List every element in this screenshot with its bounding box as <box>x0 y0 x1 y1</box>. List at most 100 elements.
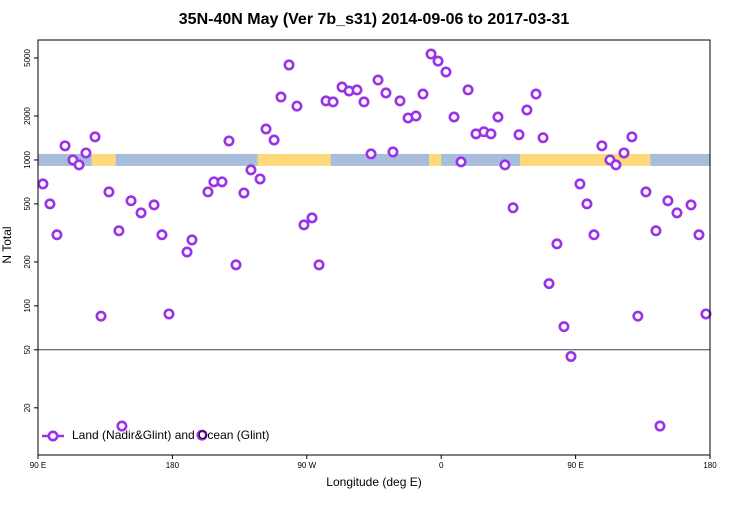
data-point <box>492 111 504 123</box>
data-point <box>596 140 608 152</box>
data-point <box>89 131 101 143</box>
data-point <box>507 202 519 214</box>
y-axis-label: N Total <box>0 226 14 263</box>
data-point <box>163 308 175 320</box>
band-segment <box>330 153 430 166</box>
data-point <box>135 207 147 219</box>
data-point <box>103 186 115 198</box>
data-point <box>513 129 525 141</box>
data-point <box>610 159 622 171</box>
data-point <box>125 195 137 207</box>
data-point <box>543 278 555 290</box>
data-point <box>410 110 422 122</box>
data-point <box>254 173 266 185</box>
data-point <box>650 225 662 237</box>
data-point <box>530 88 542 100</box>
data-point <box>440 66 452 78</box>
data-point <box>626 131 638 143</box>
data-point <box>51 229 63 241</box>
y-tick-label: 2000 <box>23 107 32 125</box>
chart-title: 35N-40N May (Ver 7b_s31) 2014-09-06 to 2… <box>179 11 570 28</box>
data-point <box>186 234 198 246</box>
data-point <box>365 148 377 160</box>
data-point <box>156 229 168 241</box>
data-point <box>245 164 257 176</box>
data-point <box>565 350 577 362</box>
data-point <box>448 111 460 123</box>
x-tick-label: 180 <box>703 461 717 470</box>
data-point <box>693 229 705 241</box>
data-point <box>372 74 384 86</box>
y-tick-label: 1000 <box>23 151 32 169</box>
data-point <box>298 219 310 231</box>
band-segment <box>650 153 710 166</box>
data-point <box>95 310 107 322</box>
y-tick-label: 500 <box>23 197 32 211</box>
y-tick-label: 100 <box>23 299 32 313</box>
band-segment <box>91 153 116 166</box>
data-point <box>37 178 49 190</box>
data-point <box>291 100 303 112</box>
data-point <box>116 420 128 432</box>
x-tick-label: 90 W <box>297 461 316 470</box>
band-segment <box>257 153 331 166</box>
data-point <box>588 229 600 241</box>
data-point <box>306 212 318 224</box>
data-point <box>685 199 697 211</box>
data-point <box>551 238 563 250</box>
x-axis-label: Longitude (deg E) <box>326 475 421 489</box>
data-point <box>455 156 467 168</box>
data-point <box>80 147 92 159</box>
data-point <box>358 96 370 108</box>
data-point <box>671 207 683 219</box>
y-tick-label: 5000 <box>23 49 32 67</box>
data-point <box>181 246 193 258</box>
data-point <box>202 186 214 198</box>
data-point <box>148 199 160 211</box>
data-point <box>313 259 325 271</box>
legend-label: Land (Nadir&Glint) and Ocean (Glint) <box>72 428 269 442</box>
data-point <box>425 48 437 60</box>
data-point <box>113 225 125 237</box>
data-point <box>521 104 533 116</box>
plot-layer: 20 50 100 200 500 1000 2000 5000 90 E 180 90 W 0 90 … <box>23 49 717 471</box>
data-point <box>260 123 272 135</box>
y-tick-label: 200 <box>23 255 32 269</box>
data-point <box>654 420 666 432</box>
data-point <box>558 321 570 333</box>
band-segment <box>520 153 651 166</box>
data-point <box>216 176 228 188</box>
y-tick-label: 50 <box>23 345 32 354</box>
data-point <box>499 159 511 171</box>
data-point <box>327 96 339 108</box>
data-point <box>380 87 392 99</box>
data-point <box>700 308 712 320</box>
x-tick-label: 0 <box>439 461 444 470</box>
data-point <box>73 159 85 171</box>
data-point <box>283 59 295 71</box>
plot-frame <box>37 39 711 456</box>
data-point <box>351 84 363 96</box>
data-point <box>662 195 674 207</box>
data-point <box>417 88 429 100</box>
band-segment <box>429 153 442 166</box>
data-point <box>462 84 474 96</box>
data-point <box>59 140 71 152</box>
band-segment <box>115 153 258 166</box>
data-point <box>485 128 497 140</box>
data-point <box>574 178 586 190</box>
data-point <box>581 198 593 210</box>
data-point <box>432 55 444 67</box>
x-tick-label: 90 E <box>567 461 583 470</box>
x-tick-label: 90 E <box>30 461 46 470</box>
data-point <box>223 135 235 147</box>
data-point <box>640 186 652 198</box>
data-point <box>44 198 56 210</box>
data-point <box>238 187 250 199</box>
data-point <box>387 146 399 158</box>
data-point <box>196 429 208 441</box>
y-tick-label: 20 <box>23 403 32 412</box>
data-point <box>632 310 644 322</box>
